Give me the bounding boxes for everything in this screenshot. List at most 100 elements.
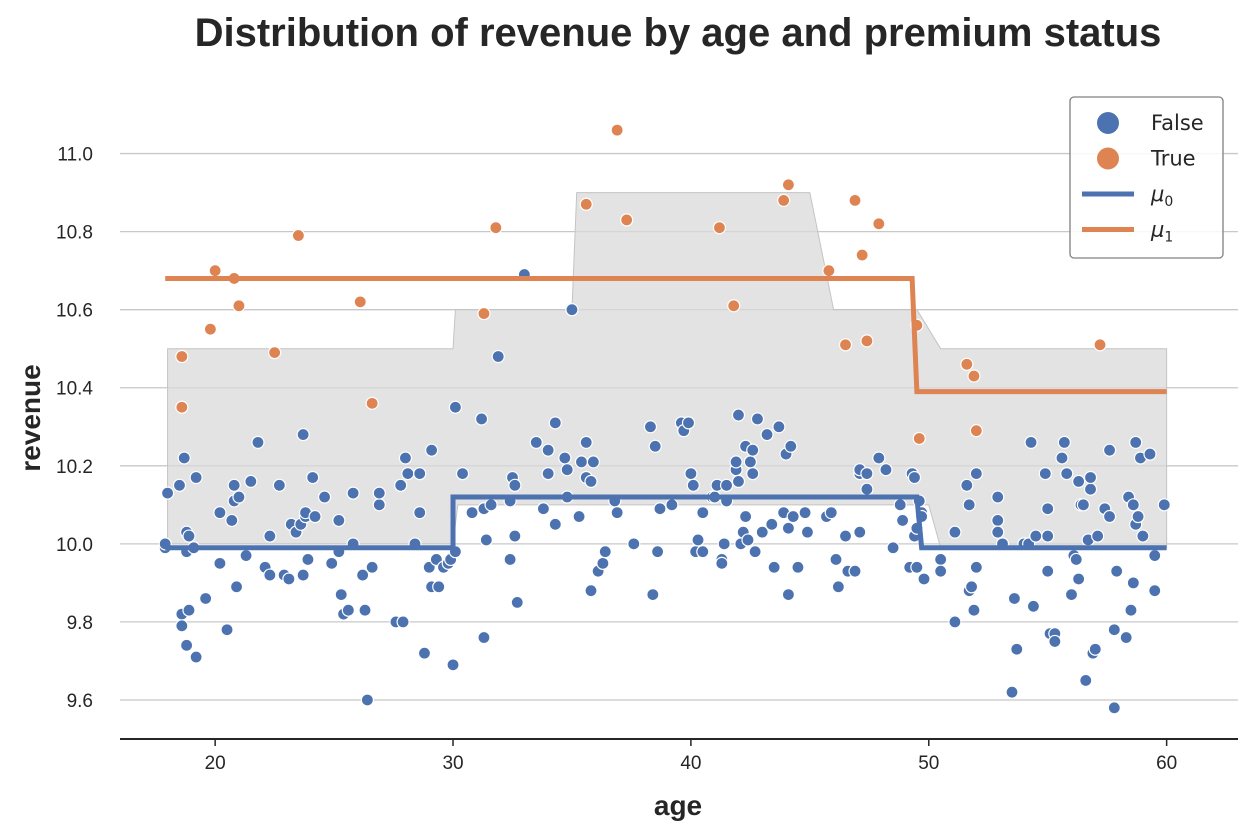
point-false [160,486,175,500]
point-false [396,615,410,629]
point-true [175,400,189,414]
point-false [1076,498,1090,512]
point-false [772,420,786,434]
shaded-band [167,192,1168,549]
legend-marker-true [1097,147,1119,170]
point-false [719,478,734,492]
point-false [1083,482,1098,496]
point-false [558,451,572,465]
point-true [860,334,874,348]
point-false [765,517,779,531]
point-false [474,412,489,426]
point-false [1110,564,1124,578]
point-false [964,580,979,594]
scatter-points [158,123,1171,715]
point-false [1029,529,1043,543]
point-false [572,509,586,524]
point-false [341,603,355,617]
x-tick-label: 20 [205,753,226,774]
point-false [586,455,600,469]
point-false [272,478,286,492]
point-false [1102,509,1117,524]
point-false [853,525,867,539]
point-true [365,396,379,410]
point-false [960,478,974,492]
point-false [767,560,781,574]
point-true [208,264,222,278]
point-false [325,556,339,570]
point-false [967,603,981,617]
point-false [425,443,439,457]
y-tick-label: 9.8 [67,613,93,634]
point-false [189,650,203,664]
point-false [760,427,774,442]
point-false [824,506,838,520]
point-false [838,529,853,543]
point-false [372,486,386,500]
point-true [620,213,634,227]
point-false [1007,591,1022,606]
point-false [360,693,374,707]
point-false [182,529,196,543]
point-false [991,525,1005,539]
point-false [610,506,624,520]
point-false [1048,634,1062,649]
point-false [1124,603,1138,617]
point-false [448,400,462,414]
point-false [686,478,700,492]
point-false [220,623,234,637]
point-false [398,451,413,465]
point-false [748,545,762,559]
point-true [477,306,491,321]
point-false [560,463,574,477]
point-false [646,587,660,602]
point-false [969,466,983,481]
point-false [432,580,446,594]
point-false [296,568,310,582]
point-false [541,443,555,457]
point-false [503,552,517,567]
y-tick-label: 9.6 [67,691,93,712]
point-false [177,451,191,465]
point-false [948,525,962,539]
point-false [739,509,753,524]
point-false [717,537,731,551]
point-false [477,630,491,645]
point-true [353,295,367,309]
x-axis-ticks: 20 30 40 50 60 [205,739,1177,774]
legend-subscript: 1 [1164,230,1173,246]
point-false [962,498,976,512]
point-false [627,537,641,551]
point-true [848,193,862,207]
point-false [665,498,679,512]
x-tick-label: 40 [680,753,701,774]
x-axis-label: age [654,790,702,821]
point-true [291,228,306,243]
point-false [1041,564,1055,578]
point-false [648,439,662,453]
point-false [296,427,310,442]
point-false [969,560,983,574]
point-false [681,416,696,430]
point-false [893,498,907,512]
point-false [886,541,900,555]
point-false [1069,552,1083,567]
x-tick-label: 50 [918,753,939,774]
point-false [653,502,667,516]
point-false [584,474,598,488]
point-false [574,455,589,469]
point-false [934,552,948,567]
y-tick-label: 10.0 [56,535,93,556]
point-false [394,478,408,492]
point-false [334,587,348,602]
point-false [691,533,705,547]
point-false [180,638,194,652]
point-false [643,420,658,434]
point-false [596,556,610,570]
point-false [743,455,757,469]
point-true [712,221,727,235]
point-true [579,197,593,211]
point-false [741,533,755,547]
point-false [225,513,239,528]
